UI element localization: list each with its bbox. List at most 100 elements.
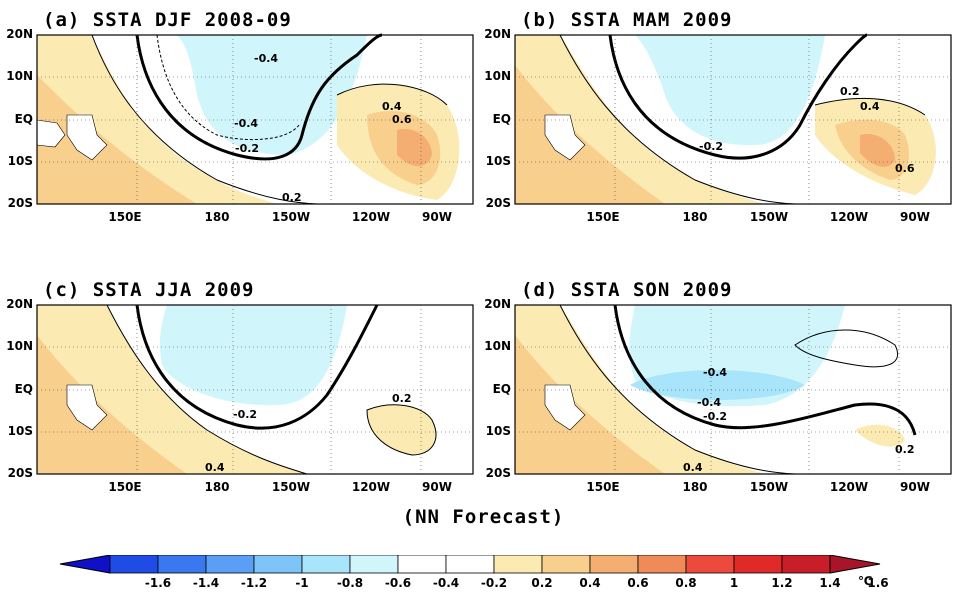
- lon-label: 150E: [586, 210, 620, 224]
- lon-label: 180: [204, 480, 230, 494]
- colorbar-box: [589, 555, 639, 574]
- map-c: -0.2 0.2 0.4: [36, 304, 474, 475]
- contour-label: 0.4: [683, 461, 703, 474]
- map-a: -0.4 -0.4 -0.2 0.2 0.4 0.6: [36, 33, 474, 205]
- contour-label: 0.2: [895, 443, 915, 456]
- lat-label: 20S: [7, 196, 33, 210]
- colorbar-box: [445, 555, 495, 574]
- contour-label: 0.6: [895, 162, 915, 175]
- lon-label: 150E: [108, 480, 142, 494]
- colorbar-box: [301, 555, 351, 574]
- contour-label: 0.4: [860, 100, 880, 113]
- colorbar-low-arrow: [59, 555, 111, 574]
- panel-title: (a) SSTA DJF 2008-09: [43, 9, 292, 31]
- lon-label: 180: [682, 210, 708, 224]
- colorbar-box: [541, 555, 591, 574]
- contour-label: -0.4: [234, 117, 258, 130]
- lon-label: 150W: [749, 480, 789, 494]
- contour-label: 0.4: [382, 100, 402, 113]
- contour-label: -0.2: [233, 408, 257, 421]
- lat-label: 10S: [485, 154, 511, 168]
- contour-label: -0.2: [703, 410, 727, 423]
- lon-label: 90W: [900, 480, 930, 494]
- lat-label: 20S: [485, 196, 511, 210]
- contour-label: -0.4: [697, 396, 721, 409]
- lon-label: 150E: [108, 210, 142, 224]
- colorbar-box: [157, 555, 207, 574]
- colorbar-box: [493, 555, 543, 574]
- colorbar-box: [733, 555, 783, 574]
- contour-label: 0.4: [205, 461, 225, 474]
- colorbar-tick-label: -0.4: [433, 576, 459, 590]
- colorbar-ticks: -1.6 -1.4 -1.2 -1 -0.8 -0.6 -0.4 -0.2 0.2 0.4 0.6 0…: [145, 576, 889, 590]
- lon-label: 180: [204, 210, 230, 224]
- contour-label: 0.6: [392, 113, 412, 126]
- colorbar-tick-label: -1.6: [145, 576, 171, 590]
- contour-label: -0.4: [703, 366, 727, 379]
- colorbar-tick-label: -1.4: [193, 576, 219, 590]
- lat-label: EQ: [14, 112, 33, 126]
- colorbar-boxes: [59, 555, 881, 574]
- colorbar-tick-label: -0.6: [385, 576, 411, 590]
- lon-label: 90W: [900, 210, 930, 224]
- lat-label: EQ: [14, 382, 33, 396]
- lat-label: 10S: [7, 154, 33, 168]
- colorbar-box: [397, 555, 447, 574]
- lat-label: EQ: [492, 382, 511, 396]
- lat-label: 20S: [7, 466, 33, 480]
- lat-label: EQ: [492, 112, 511, 126]
- colorbar-tick-label: 0.2: [531, 576, 552, 590]
- lat-label: 20N: [484, 297, 511, 311]
- colorbar-tick-label: 1.6: [867, 576, 888, 590]
- colorbar-tick-label: 1: [730, 576, 738, 590]
- colorbar-box: [205, 555, 255, 574]
- lat-label: 10N: [6, 339, 33, 353]
- lat-label: 20N: [484, 27, 511, 41]
- panel-a: (a) SSTA DJF 2008-09 -0.4 -0.4 -0.2 0.2 …: [36, 9, 474, 270]
- contour-label: -0.2: [235, 142, 259, 155]
- colorbar-box: [685, 555, 735, 574]
- lat-label: 10S: [485, 424, 511, 438]
- colorbar-tick-label: -1: [295, 576, 308, 590]
- lat-label: 20N: [6, 27, 33, 41]
- lat-label: 10N: [484, 339, 511, 353]
- colorbar-high-arrow: [829, 555, 881, 574]
- colorbar-tick-label: -1.2: [241, 576, 267, 590]
- contour-label: -0.4: [254, 52, 278, 65]
- colorbar-tick-label: 0.8: [675, 576, 696, 590]
- lon-label: 150E: [586, 480, 620, 494]
- map-d: -0.4 -0.4 -0.2 0.2 0.4: [514, 304, 952, 475]
- colorbar-box: [349, 555, 399, 574]
- colorbar-tick-label: -0.2: [481, 576, 507, 590]
- lon-label: 150W: [271, 480, 311, 494]
- contour-label: 0.2: [282, 191, 302, 204]
- lon-label: 150W: [749, 210, 789, 224]
- lon-label: 90W: [422, 480, 452, 494]
- lon-label: 120W: [351, 210, 391, 224]
- panel-title: (c) SSTA JJA 2009: [43, 279, 255, 301]
- panel-title: (d) SSTA SON 2009: [521, 279, 733, 301]
- colorbar-tick-label: 0.4: [579, 576, 600, 590]
- colorbar-tick-label: -0.8: [337, 576, 363, 590]
- lat-label: 20N: [6, 297, 33, 311]
- lat-label: 20S: [485, 466, 511, 480]
- footer-caption: (NN Forecast): [402, 506, 565, 528]
- contour-label: 0.2: [840, 85, 860, 98]
- colorbar-box: [109, 555, 159, 574]
- colorbar-box: [253, 555, 303, 574]
- lon-label: 120W: [829, 480, 869, 494]
- lon-label: 120W: [829, 210, 869, 224]
- lon-label: 90W: [422, 210, 452, 224]
- panel-c: (c) SSTA JJA 2009 -0.2 0.2 0.4: [36, 279, 474, 540]
- colorbar-tick-label: 1.2: [771, 576, 792, 590]
- colorbar-box: [781, 555, 831, 574]
- panel-title: (b) SSTA MAM 2009: [521, 9, 733, 31]
- lon-label: 150W: [271, 210, 311, 224]
- contour-label: -0.2: [699, 140, 723, 153]
- lat-label: 10S: [7, 424, 33, 438]
- contour-label: 0.2: [392, 392, 412, 405]
- panel-b: (b) SSTA MAM 2009 -0.2 0.2 0.4 0.6: [514, 9, 952, 270]
- colorbar-unit: ℃: [858, 574, 873, 588]
- colorbar-tick-label: 0.6: [627, 576, 648, 590]
- lon-label: 180: [682, 480, 708, 494]
